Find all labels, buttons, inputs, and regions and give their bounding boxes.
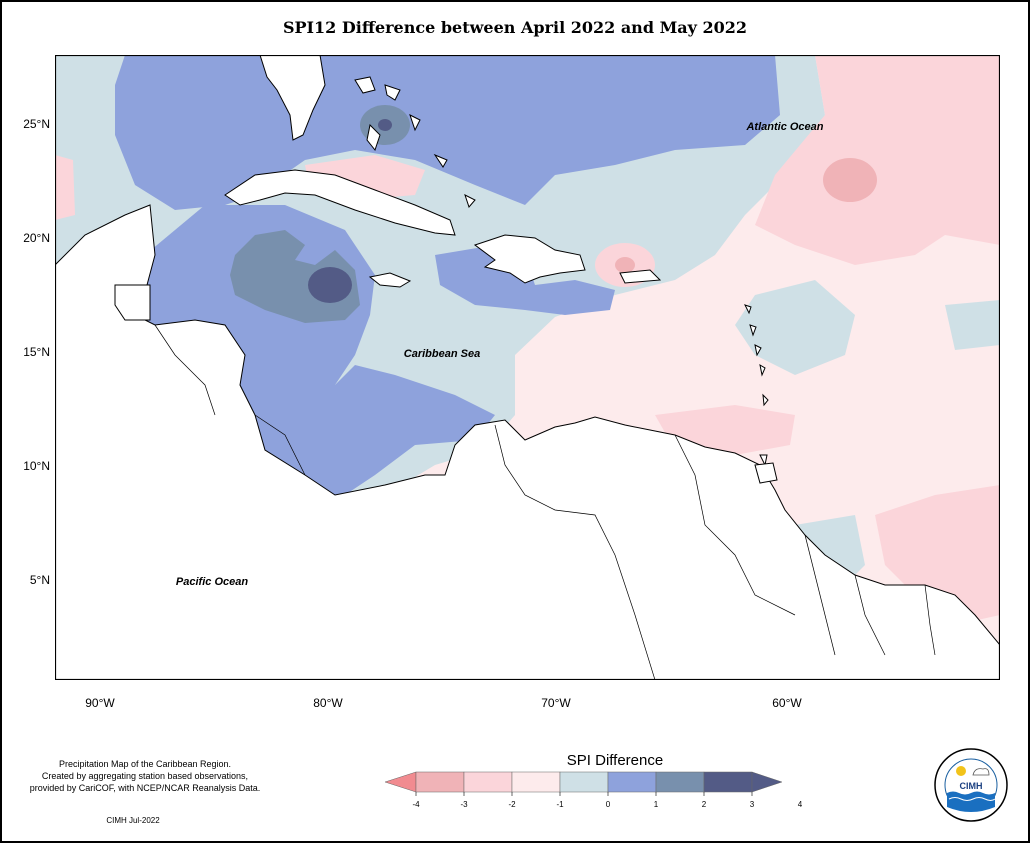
- legend-title: SPI Difference: [566, 752, 664, 769]
- positive-zone-2: [735, 280, 855, 375]
- label-pacific: Pacific Ocean: [176, 576, 248, 588]
- legend-tick-pos1: 1: [653, 800, 659, 809]
- positive-core-3: [308, 267, 352, 303]
- legend-swatch-neg4: [384, 771, 417, 793]
- cimh-logo: CIMH: [934, 748, 1008, 822]
- positive-zone-3: [945, 300, 1000, 350]
- negative-core-2: [615, 257, 635, 273]
- credit-line-2: Created by aggregating station based obs…: [41, 771, 249, 781]
- sun-icon: [956, 766, 966, 776]
- legend-swatch-pos2: [655, 771, 705, 793]
- legend-tick-pos3: 3: [749, 800, 755, 809]
- legend-swatch-pos1: [607, 771, 657, 793]
- legend-tick-neg3: -3: [460, 800, 468, 809]
- jamaica: [368, 272, 412, 288]
- legend-swatch-pos0: [559, 771, 609, 793]
- lesser-antilles: [744, 304, 769, 467]
- map-panel: Atlantic Ocean Caribbean Sea Pacific Oce…: [55, 55, 1000, 680]
- lat-tick-15: 15°N: [23, 345, 50, 359]
- legend-swatch-neg3: [415, 771, 465, 793]
- legend-swatch-pos4: [751, 771, 783, 793]
- legend-swatch-neg1: [511, 771, 561, 793]
- landmasses: [55, 55, 1000, 680]
- lon-tick-60: 60°W: [772, 696, 802, 710]
- positive-core-4: [378, 119, 392, 131]
- bahamas: [354, 76, 476, 208]
- credit-date: CIMH Jul-2022: [106, 816, 160, 825]
- country-borders: [154, 324, 936, 680]
- lon-tick-90: 90°W: [85, 696, 115, 710]
- lat-tick-10: 10°N: [23, 459, 50, 473]
- puerto-rico: [619, 269, 662, 284]
- map-title: SPI12 Difference between April 2022 and …: [282, 18, 748, 37]
- cuba: [224, 169, 456, 236]
- hispaniola: [473, 234, 586, 284]
- lat-tick-5: 5°N: [29, 573, 50, 587]
- legend-tick-neg1: -1: [556, 800, 564, 809]
- positive-zone-6: [135, 205, 495, 495]
- lon-tick-70: 70°W: [541, 696, 571, 710]
- lat-tick-20: 20°N: [23, 231, 50, 245]
- spi-map: Atlantic Ocean Caribbean Sea Pacific Oce…: [55, 55, 1000, 680]
- legend-tick-pos4: 4: [797, 800, 803, 809]
- negative-zone-5: [55, 155, 75, 220]
- legend-swatch-pos3: [703, 771, 753, 793]
- legend-tick-pos2: 2: [701, 800, 707, 809]
- credit-line-1: Precipitation Map of the Caribbean Regio…: [58, 759, 232, 769]
- mainland: [55, 204, 1000, 680]
- label-caribbean: Caribbean Sea: [404, 348, 480, 360]
- florida: [259, 55, 326, 141]
- cloud-icon: [972, 768, 990, 776]
- legend-tick-neg2: -2: [508, 800, 516, 809]
- legend-tick-0: 0: [605, 800, 611, 809]
- waves-icon: [947, 791, 995, 812]
- legend-swatch-neg2: [463, 771, 513, 793]
- yucatan: [114, 284, 151, 321]
- map-border: [55, 55, 1000, 680]
- legend-colorbar: [384, 771, 783, 796]
- lat-tick-25: 25°N: [23, 117, 50, 131]
- credit-text: Precipitation Map of the Caribbean Regio…: [0, 758, 290, 794]
- negative-zone-1: [755, 55, 1000, 265]
- credit-line-3: provided by CariCOF, with NCEP/NCAR Rean…: [29, 783, 261, 793]
- legend-tick-neg4: -4: [412, 800, 420, 809]
- logo-text: CIMH: [960, 781, 983, 791]
- trinidad: [754, 462, 778, 484]
- negative-zone-2: [875, 485, 1000, 625]
- negative-core-1: [823, 158, 877, 202]
- label-atlantic: Atlantic Ocean: [745, 121, 823, 133]
- lon-tick-80: 80°W: [313, 696, 343, 710]
